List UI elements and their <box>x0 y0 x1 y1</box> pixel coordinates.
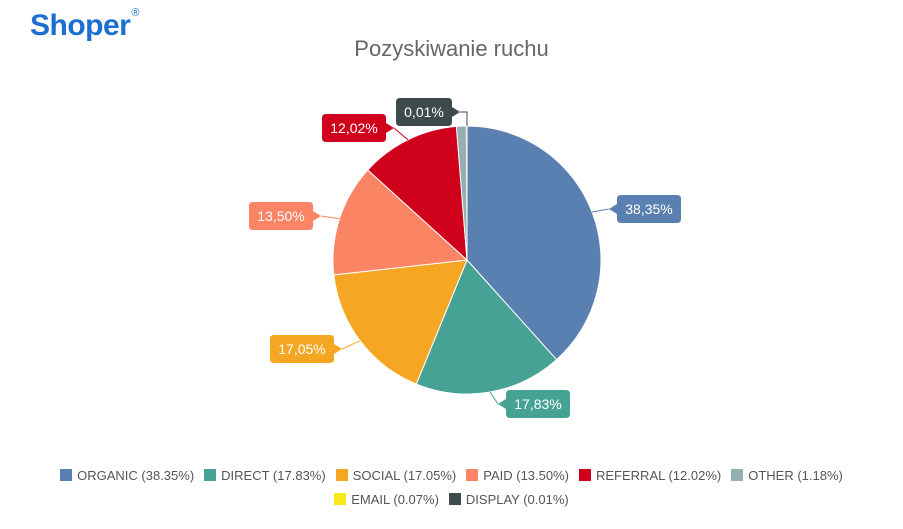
registered-mark: ® <box>131 7 139 19</box>
legend-item-other[interactable]: OTHER (1.18%) <box>731 464 843 488</box>
svg-text:17,05%: 17,05% <box>278 341 325 357</box>
chart-title: Pozyskiwanie ruchu <box>354 36 549 61</box>
legend-item-display[interactable]: DISPLAY (0.01%) <box>448 488 569 512</box>
legend-label: OTHER (1.18%) <box>748 468 843 483</box>
chart-legend: ORGANIC (38.35%) DIRECT (17.83%) SOCIAL (1… <box>0 464 903 512</box>
pie-slice-referral[interactable] <box>367 125 468 262</box>
data-label-organic: 38,35% <box>592 195 681 223</box>
data-label-social: 17,05% <box>270 335 361 363</box>
data-label-display: 0,01% <box>396 98 468 126</box>
legend-row: EMAIL (0.07%) DISPLAY (0.01%) <box>0 488 903 512</box>
legend-row: ORGANIC (38.35%) DIRECT (17.83%) SOCIAL (1… <box>0 464 903 488</box>
pie-slice-social[interactable] <box>333 259 468 385</box>
legend-label: DIRECT (17.83%) <box>221 468 326 483</box>
legend-item-direct[interactable]: DIRECT (17.83%) <box>204 464 326 488</box>
svg-text:0,01%: 0,01% <box>404 104 444 120</box>
legend-item-email[interactable]: EMAIL (0.07%) <box>334 488 439 512</box>
data-label-direct: 17,83% <box>489 390 570 418</box>
legend-item-paid[interactable]: PAID (13.50%) <box>466 464 569 488</box>
svg-text:13,50%: 13,50% <box>257 208 304 224</box>
legend-label: REFERRAL (12.02%) <box>596 468 722 483</box>
legend-label: PAID (13.50%) <box>483 468 569 483</box>
legend-swatch <box>448 493 461 505</box>
legend-label: DISPLAY (0.01%) <box>465 492 569 507</box>
legend-swatch <box>579 469 591 481</box>
legend-swatch <box>334 493 347 505</box>
data-label-referral: 12,02% <box>322 114 409 142</box>
legend-swatch <box>204 469 217 481</box>
logo-text: Shoper <box>30 9 131 42</box>
legend-swatch <box>60 469 73 481</box>
pie-chart: 38,35% 17,83% 17,05% 13,50% 12,02% 0,01% <box>249 98 681 418</box>
legend-label: SOCIAL (17.05%) <box>352 468 457 483</box>
legend-swatch <box>335 469 348 481</box>
legend-item-organic[interactable]: ORGANIC (38.35%) <box>60 464 194 488</box>
legend-swatch <box>466 469 479 481</box>
legend-swatch <box>731 469 744 481</box>
legend-item-referral[interactable]: REFERRAL (12.02%) <box>579 464 721 488</box>
svg-text:38,35%: 38,35% <box>625 201 672 217</box>
legend-item-social[interactable]: SOCIAL (17.05%) <box>335 464 457 488</box>
data-label-paid: 13,50% <box>249 202 340 230</box>
shoper-logo: Shoper® <box>30 7 139 43</box>
svg-text:17,83%: 17,83% <box>514 396 561 412</box>
legend-label: EMAIL (0.07%) <box>351 492 439 507</box>
svg-text:12,02%: 12,02% <box>330 120 377 136</box>
pie-slice-direct[interactable] <box>415 259 558 395</box>
legend-label: ORGANIC (38.35%) <box>77 468 195 483</box>
